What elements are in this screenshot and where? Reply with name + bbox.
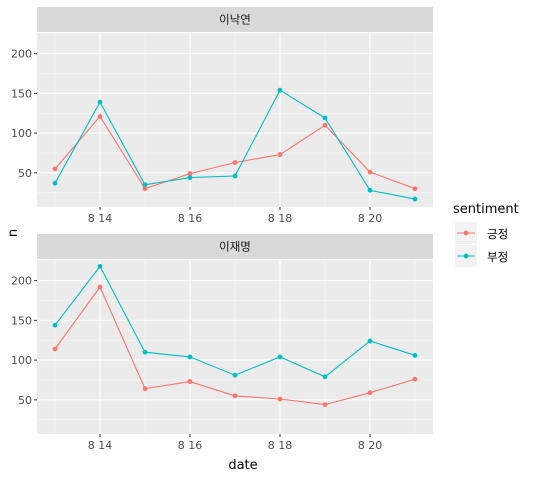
data-point-positive (187, 379, 193, 384)
data-point-positive (52, 346, 58, 352)
x-tick-label: 8 18 (268, 212, 293, 225)
data-point-positive (367, 169, 373, 175)
data-point-negative (97, 99, 103, 105)
data-point-positive (97, 114, 103, 119)
legend-key-point (463, 253, 469, 259)
strip-background (37, 7, 433, 32)
legend-key-positive (455, 222, 477, 244)
data-point-positive (142, 186, 148, 192)
data-point-positive (322, 402, 328, 408)
legend-title: sentiment (453, 202, 519, 217)
data-point-positive (322, 122, 328, 128)
data-point-positive (97, 284, 103, 290)
x-tick-label: 8 16 (178, 212, 203, 225)
data-point-positive (277, 396, 283, 402)
y-tick-label: 200 (11, 275, 32, 288)
data-point-positive (232, 393, 238, 399)
data-point-negative (322, 115, 328, 121)
data-point-positive (232, 160, 238, 165)
y-tick-label: 50 (18, 167, 32, 180)
x-tick-label: 8 18 (268, 439, 293, 452)
x-axis-title: date (228, 458, 257, 473)
x-tick-label: 8 20 (358, 212, 383, 225)
legend-key-point (463, 230, 469, 236)
y-tick-label: 200 (11, 48, 32, 61)
x-tick-label: 8 16 (178, 439, 203, 452)
data-point-positive (412, 186, 418, 192)
data-point-negative (277, 87, 283, 93)
panels-layer: 이낙연 50 100 150 200 8 14 8 16 8 18 8 20 이재명 50 100 15… (11, 7, 433, 452)
x-tick-label: 8 20 (358, 439, 383, 452)
legend: sentiment 긍정 부정 (453, 202, 519, 267)
data-point-negative (142, 182, 148, 188)
data-point-negative (367, 187, 373, 193)
data-point-positive (142, 386, 148, 392)
data-point-negative (232, 173, 238, 179)
panel-2: 이재명 50 100 150 200 8 14 8 16 8 18 8 20 (11, 234, 433, 452)
data-point-negative (412, 352, 418, 358)
panel-1: 이낙연 50 100 150 200 8 14 8 16 8 18 8 20 (11, 7, 433, 225)
strip-background (37, 234, 433, 259)
data-point-negative (52, 322, 58, 328)
data-point-negative (277, 354, 283, 360)
data-point-positive (277, 152, 283, 157)
strip-label: 이재명 (219, 240, 251, 254)
y-tick-label: 100 (11, 127, 32, 140)
y-tick-label: 50 (18, 394, 32, 407)
data-point-negative (187, 354, 193, 360)
data-point-negative (412, 196, 418, 202)
y-axis-title: n (6, 229, 21, 237)
data-point-positive (52, 166, 58, 172)
legend-label-positive: 긍정 (487, 227, 508, 241)
data-point-negative (367, 338, 373, 344)
data-point-negative (187, 175, 193, 181)
data-point-positive (187, 171, 193, 177)
data-point-negative (97, 263, 103, 269)
x-tick-label: 8 14 (88, 439, 113, 452)
data-point-negative (52, 180, 58, 186)
y-tick-label: 100 (11, 354, 32, 367)
data-point-positive (367, 390, 373, 396)
strip-label: 이낙연 (219, 13, 251, 27)
legend-label-negative: 부정 (487, 250, 508, 264)
y-tick-label: 150 (11, 314, 32, 327)
y-tick-label: 150 (11, 87, 32, 100)
data-point-positive (412, 376, 418, 382)
legend-key-negative (455, 245, 477, 267)
x-tick-label: 8 14 (88, 212, 113, 225)
data-point-negative (142, 349, 148, 355)
data-point-negative (232, 372, 238, 378)
data-point-negative (322, 374, 328, 380)
